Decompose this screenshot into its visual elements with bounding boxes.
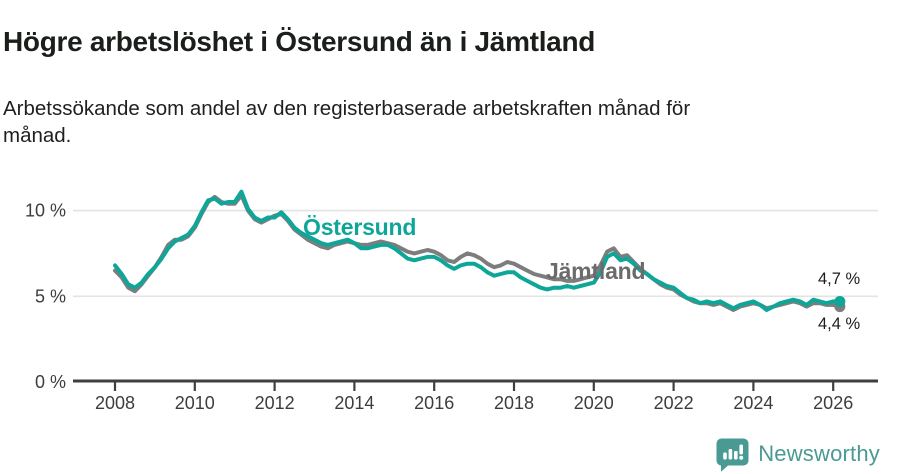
newsworthy-wordmark: Newsworthy [758,441,880,466]
x-axis-tick-label: 2026 [813,393,853,413]
chart-subtitle: Arbetssökande som andel av den registerb… [3,95,863,149]
x-axis-tick-label: 2010 [175,393,215,413]
line-ostersund [113,189,842,312]
bar-chart-speech-bubble-icon [716,438,749,472]
x-axis-tick-label: 2018 [494,393,534,413]
x-axis-tick-label: 2024 [733,393,773,413]
y-axis-tick-label: 0 % [35,372,66,392]
end-value-jamtland: 4,4 % [818,315,861,333]
end-dot-ostersund [834,295,846,307]
series-label-jamtland: Jämtland [546,258,646,284]
y-axis-tick-label: 5 % [35,286,66,306]
page-title: Högre arbetslöshet i Östersund än i Jämt… [3,25,596,57]
newsworthy-logo[interactable]: Newsworthy [715,436,880,472]
line-jamtland [113,193,842,312]
chart-subtitle-line2: månad. [3,123,72,147]
end-value-ostersund: 4,7 % [818,270,861,288]
x-axis-tick-label: 2008 [95,393,135,413]
series-label-ostersund: Östersund [303,214,417,240]
x-axis-tick-label: 2014 [334,393,374,413]
chart-subtitle-line1: Arbetssökande som andel av den registerb… [3,96,691,120]
x-axis-tick-label: 2022 [654,393,694,413]
y-axis-tick-label: 10 % [25,201,66,221]
x-axis-tick-label: 2020 [574,393,614,413]
x-axis-tick-label: 2016 [414,393,454,413]
x-axis-tick-label: 2012 [255,393,295,413]
